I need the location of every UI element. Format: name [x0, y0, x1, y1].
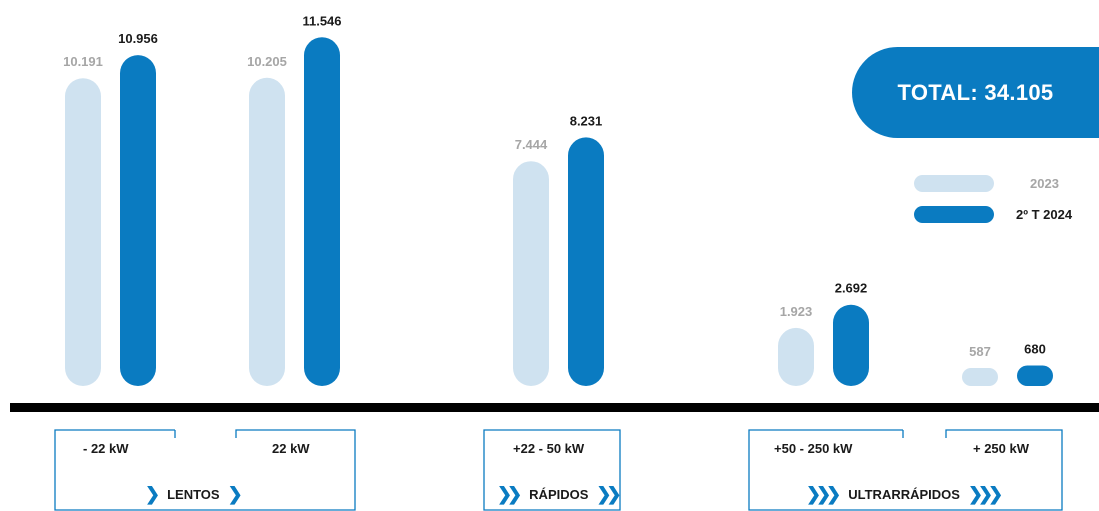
data-label-2024-2: 8.231	[570, 113, 603, 128]
double-chevron-right-icon: ❯❯	[497, 484, 522, 504]
category-label-22-50: +22 - 50 kW	[513, 441, 585, 456]
group-label-text: ULTRARRÁPIDOS	[848, 487, 960, 502]
category-label-50-250: +50 - 250 kW	[774, 441, 853, 456]
total-label: TOTAL: 34.105	[897, 79, 1054, 105]
triple-chevron-right-icon: ❯❯❯	[806, 484, 841, 504]
bar-2023-2	[513, 161, 549, 386]
bar-2023-0	[65, 78, 101, 386]
data-label-2023-0: 10.191	[63, 54, 103, 69]
data-label-2024-0: 10.956	[118, 31, 158, 46]
bar-2023-1	[249, 77, 285, 387]
total-badge: TOTAL: 34.105	[852, 47, 1099, 138]
legend-label-2024: 2º T 2024	[1016, 207, 1073, 222]
data-label-2023-3: 1.923	[780, 304, 813, 319]
category-frame	[483, 429, 621, 511]
group-label-rapidos: ❯❯ RÁPIDOS ❯❯	[497, 484, 622, 505]
data-label-2023-1: 10.205	[247, 54, 287, 69]
bar-2024-4	[1017, 365, 1053, 386]
category-frame	[54, 429, 356, 511]
legend-swatch-2023	[914, 175, 994, 192]
chevron-right-icon: ❯	[227, 484, 243, 504]
bar-2024-2	[568, 137, 604, 386]
group-label-text: LENTOS	[167, 487, 220, 502]
group-label-text: RÁPIDOS	[529, 487, 589, 502]
data-label-2024-3: 2.692	[835, 281, 868, 296]
legend-swatch-2024	[914, 206, 994, 223]
data-label-2024-4: 680	[1024, 341, 1046, 356]
category-label-22: 22 kW	[272, 441, 310, 456]
legend-item-2024: 2º T 2024	[914, 206, 1072, 223]
group-label-lentos: ❯ LENTOS ❯	[145, 484, 243, 505]
legend-label-2023: 2023	[1030, 176, 1059, 191]
legend-item-2023: 2023	[914, 175, 1059, 192]
bar-2024-3	[833, 304, 869, 386]
category-frame	[748, 429, 1063, 511]
data-label-2023-2: 7.444	[515, 137, 548, 152]
bar-2023-4	[962, 368, 998, 386]
data-label-2023-4: 587	[969, 344, 991, 359]
category-label-gt250: + 250 kW	[973, 441, 1030, 456]
group-label-ultrarrapidos: ❯❯❯ ULTRARRÁPIDOS ❯❯❯	[806, 484, 1003, 505]
bar-2023-3	[778, 327, 814, 386]
triple-chevron-right-icon: ❯❯❯	[967, 484, 1003, 504]
category-label-lt22: - 22 kW	[83, 441, 129, 456]
chevron-right-icon: ❯	[145, 484, 160, 504]
data-label-2024-1: 11.546	[302, 13, 341, 28]
chart-baseline	[10, 403, 1099, 412]
double-chevron-right-icon: ❯❯	[596, 484, 621, 504]
bar-2024-0	[120, 55, 156, 387]
bar-2024-1	[304, 37, 340, 387]
